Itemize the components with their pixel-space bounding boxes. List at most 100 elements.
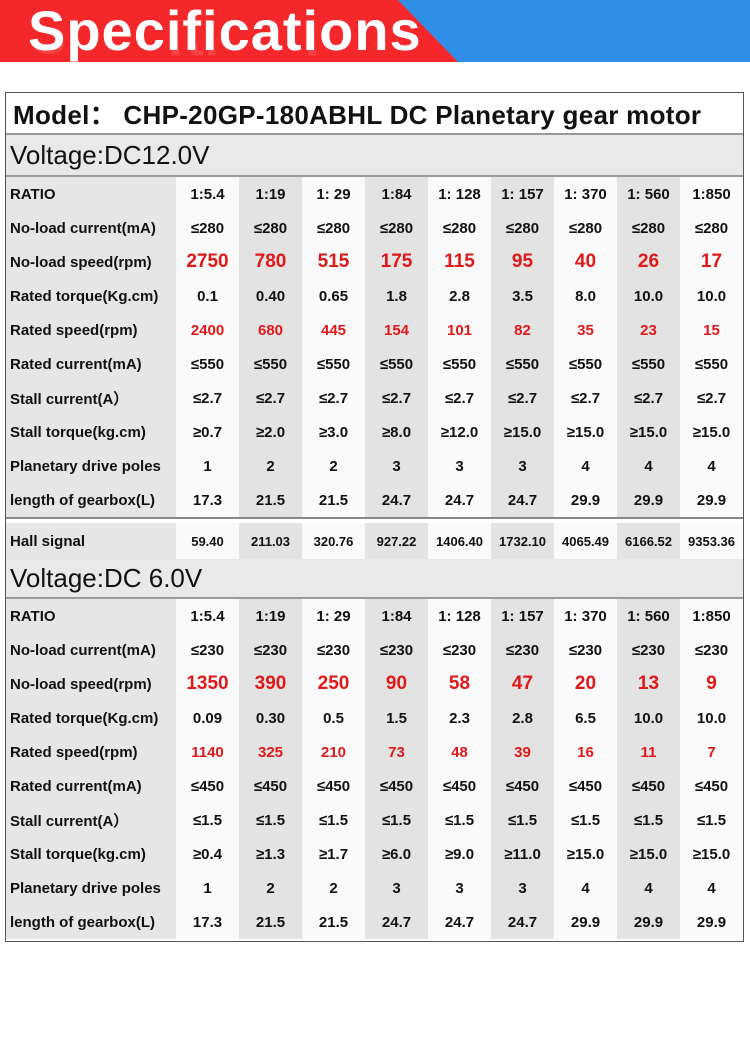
table-cell: ≤450 <box>568 777 603 795</box>
table-cell: 1: 560 <box>617 177 680 211</box>
table-cell: ≤1.5 <box>696 811 727 829</box>
table-cell: ≤550 <box>316 355 351 373</box>
row-values: 59.40 211.03 320.76 927.22 1406.40 1732.10 406… <box>176 523 743 559</box>
table-cell: 7 <box>707 743 716 761</box>
table-cell: ≤280 <box>491 211 554 245</box>
table-cell: ≤550 <box>190 355 225 373</box>
table-cell: 6.5 <box>575 709 596 727</box>
table-cell: 3.5 <box>491 279 554 313</box>
table-row: No-load current(mA) ≤280 ≤280 ≤280 ≤280 ≤280 ≤… <box>6 211 743 245</box>
table-cell: 3 <box>491 871 554 905</box>
table-cell: ≤280 <box>365 211 428 245</box>
table-cell: ≤2.7 <box>318 389 349 407</box>
table-cell: 16 <box>577 743 594 761</box>
table-cell: 2 <box>239 871 302 905</box>
table-cell: 10.0 <box>696 709 727 727</box>
table-cell: 2.8 <box>449 287 470 305</box>
table-cell: 175 <box>365 245 428 279</box>
row-label: Rated current(mA) <box>6 769 176 803</box>
table-cell: 95 <box>491 245 554 279</box>
table-cell: ≤2.7 <box>491 381 554 415</box>
table-cell: 1: 370 <box>564 185 607 203</box>
model-title: Model： CHP-20GP-180ABHL DC Planetary gea… <box>6 93 743 135</box>
table-row: Rated current(mA) ≤450 ≤450 ≤450 ≤450 ≤450 ≤45… <box>6 769 743 803</box>
row-values: 1350 390 250 90 58 47 20 13 9 <box>176 667 743 701</box>
table-row: Stall torque(kg.cm) ≥0.7 ≥2.0 ≥3.0 ≥8.0 ≥12.0… <box>6 415 743 449</box>
voltage-header-12v: Voltage:DC12.0V <box>6 135 743 177</box>
table-cell: ≤2.7 <box>444 389 475 407</box>
table-cell: 21.5 <box>318 913 349 931</box>
table-cell: 10.0 <box>617 279 680 313</box>
table-cell: 154 <box>365 313 428 347</box>
table-cell: ≥11.0 <box>491 837 554 871</box>
row-label: Stall current(A） <box>6 803 176 837</box>
table-cell: ≤1.5 <box>444 811 475 829</box>
table-cell: ≤1.5 <box>570 811 601 829</box>
table-row: Planetary drive poles 1 2 2 3 3 3 4 4 4 <box>6 449 743 483</box>
table-cell: 17.3 <box>192 913 223 931</box>
section-12v-rows: RATIO 1:5.4 1:19 1: 29 1:84 1: 128 1: 157 1: 37… <box>6 177 743 517</box>
table-cell: 2 <box>329 879 338 897</box>
table-row: Rated speed(rpm) 2400 680 445 154 101 82 35 23 15 <box>6 313 743 347</box>
table-row: Rated torque(Kg.cm) 0.09 0.30 0.5 1.5 2.3 2.8 6… <box>6 701 743 735</box>
table-cell: 3 <box>365 449 428 483</box>
table-row: length of gearbox(L) 17.3 21.5 21.5 24.7 24.7… <box>6 483 743 517</box>
table-cell: ≤280 <box>694 219 729 237</box>
table-cell: 1: 157 <box>491 177 554 211</box>
table-cell: 48 <box>451 743 468 761</box>
table-cell: 9 <box>706 673 717 694</box>
table-cell: 0.5 <box>323 709 344 727</box>
table-cell: ≤2.7 <box>617 381 680 415</box>
row-label: No-load speed(rpm) <box>6 245 176 279</box>
row-label: Rated speed(rpm) <box>6 313 176 347</box>
table-cell: 4 <box>617 871 680 905</box>
row-values: 1 2 2 3 3 3 4 4 4 <box>176 449 743 483</box>
table-cell: ≥15.0 <box>617 415 680 449</box>
banner-red-shape <box>0 0 458 62</box>
table-cell: 320.76 <box>313 533 354 549</box>
table-cell: ≥1.7 <box>318 845 349 863</box>
table-cell: 82 <box>491 313 554 347</box>
table-cell: 1350 <box>186 673 229 694</box>
table-cell: 4 <box>617 449 680 483</box>
table-cell: ≤230 <box>442 641 477 659</box>
table-cell: 9353.36 <box>688 533 735 549</box>
table-row: No-load speed(rpm) 1350 390 250 90 58 47 20 13 9 <box>6 667 743 701</box>
table-cell: ≤280 <box>190 219 225 237</box>
table-cell: 515 <box>317 251 350 272</box>
table-cell: ≥9.0 <box>444 845 475 863</box>
row-label: length of gearbox(L) <box>6 905 176 939</box>
row-values: 2400 680 445 154 101 82 35 23 15 <box>176 313 743 347</box>
table-cell: 1:850 <box>692 607 731 625</box>
table-cell: 29.9 <box>617 483 680 517</box>
table-cell: 390 <box>239 667 302 701</box>
table-cell: 211.03 <box>239 523 302 559</box>
table-cell: 2 <box>239 449 302 483</box>
table-cell: ≥15.0 <box>491 415 554 449</box>
table-cell: 59.40 <box>191 533 224 549</box>
row-label: Rated current(mA) <box>6 347 176 381</box>
table-cell: ≤1.5 <box>365 803 428 837</box>
table-cell: 17.3 <box>192 491 223 509</box>
table-cell: 4 <box>581 457 590 475</box>
table-cell: 47 <box>491 667 554 701</box>
table-cell: 35 <box>577 321 594 339</box>
table-row: Stall current(A） ≤2.7 ≤2.7 ≤2.7 ≤2.7 ≤2.7 ≤2.7… <box>6 381 743 415</box>
table-cell: ≤2.7 <box>239 381 302 415</box>
table-cell: 24.7 <box>491 483 554 517</box>
row-values: 0.1 0.40 0.65 1.8 2.8 3.5 8.0 10.0 10.0 <box>176 279 743 313</box>
table-cell: ≥0.7 <box>192 423 223 441</box>
table-row: Stall current(A） ≤1.5 ≤1.5 ≤1.5 ≤1.5 ≤1.5 ≤1.5… <box>6 803 743 837</box>
table-cell: 2.8 <box>491 701 554 735</box>
table-cell: ≥3.0 <box>318 423 349 441</box>
table-cell: 1:5.4 <box>190 185 225 203</box>
table-cell: ≥8.0 <box>365 415 428 449</box>
table-cell: ≤450 <box>617 769 680 803</box>
table-cell: ≥15.0 <box>566 845 605 863</box>
row-values: 17.3 21.5 21.5 24.7 24.7 24.7 29.9 29.9 29.9 <box>176 905 743 939</box>
table-cell: 2750 <box>186 251 229 272</box>
table-cell: 1:19 <box>239 599 302 633</box>
table-cell: 1:850 <box>692 185 731 203</box>
table-cell: 20 <box>574 673 597 694</box>
table-cell: 24.7 <box>491 905 554 939</box>
